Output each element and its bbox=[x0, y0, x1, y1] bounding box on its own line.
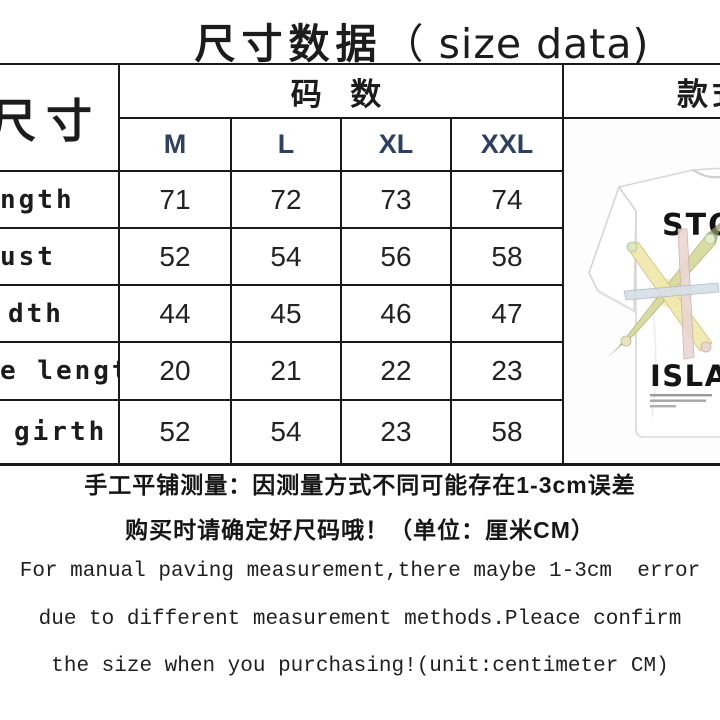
cell-length-m: 71 bbox=[118, 170, 230, 227]
page-title-cn: 尺寸数据 bbox=[194, 20, 383, 68]
product-style-panel: STONE ISLAND bbox=[562, 117, 720, 463]
cell-width-xl: 46 bbox=[340, 284, 450, 341]
note-cn-line2: 购买时请确定好尺码哦！（单位：厘米CM） bbox=[125, 517, 595, 543]
cell-length-l: 72 bbox=[230, 170, 340, 227]
tshirt-sleeve-shadow bbox=[597, 289, 635, 313]
note-en-line2: due to different measurement methods.Ple… bbox=[38, 608, 682, 631]
tshirt-collar bbox=[692, 169, 720, 179]
table-group-header: 码 数 bbox=[118, 63, 562, 117]
cell-girth-m: 52 bbox=[118, 399, 230, 463]
cell-width-l: 45 bbox=[230, 284, 340, 341]
cell-sleeve-length-xl: 22 bbox=[340, 341, 450, 399]
tshirt-fineprint-lines bbox=[650, 394, 712, 408]
page-title-en: （ size data) bbox=[382, 20, 650, 68]
cell-sleeve-length-xxl: 23 bbox=[450, 341, 562, 399]
tshirt-graphic-icon bbox=[608, 222, 720, 360]
tshirt-image: STONE ISLAND bbox=[588, 167, 720, 438]
cell-length-xl: 73 bbox=[340, 170, 450, 227]
note-en-line3: the size when you purchasing!(unit:centi… bbox=[51, 655, 669, 678]
cell-bust-xxl: 58 bbox=[450, 227, 562, 284]
cell-bust-m: 52 bbox=[118, 227, 230, 284]
row-label-length: ngth bbox=[0, 170, 118, 227]
cell-girth-l: 54 bbox=[230, 399, 340, 463]
column-header-xl: XL bbox=[340, 117, 450, 170]
row-label-sleeve-length: e length bbox=[0, 341, 146, 399]
row-label-girth: girth bbox=[0, 399, 118, 463]
note-en-line1: For manual paving measurement,there mayb… bbox=[19, 560, 701, 583]
cell-bust-l: 54 bbox=[230, 227, 340, 284]
tshirt-brand-bottom: ISLAND bbox=[650, 359, 720, 393]
cell-sleeve-length-l: 21 bbox=[230, 341, 340, 399]
table-style-header: 款式 bbox=[562, 63, 720, 117]
cell-girth-xxl: 58 bbox=[450, 399, 562, 463]
size-table: 尺寸 码 数 款式 STONE bbox=[0, 63, 720, 466]
cell-sleeve-length-m: 20 bbox=[118, 341, 230, 399]
row-label-bust: ust bbox=[0, 227, 118, 284]
column-header-xxl: XXL bbox=[450, 117, 562, 170]
cell-girth-xl: 23 bbox=[340, 399, 450, 463]
column-header-l: L bbox=[230, 117, 340, 170]
column-header-m: M bbox=[118, 117, 230, 170]
cell-width-m: 44 bbox=[118, 284, 230, 341]
cell-bust-xl: 56 bbox=[340, 227, 450, 284]
row-label-width: dth bbox=[0, 284, 118, 341]
cell-length-xxl: 74 bbox=[450, 170, 562, 227]
cell-width-xxl: 47 bbox=[450, 284, 562, 341]
table-corner-header: 尺寸 bbox=[0, 63, 118, 170]
note-cn-line1: 手工平铺测量：因测量方式不同可能存在1-3cm误差 bbox=[84, 472, 636, 498]
page-title: 尺寸数据（ size data) bbox=[124, 10, 720, 70]
tshirt-crease bbox=[649, 284, 657, 418]
